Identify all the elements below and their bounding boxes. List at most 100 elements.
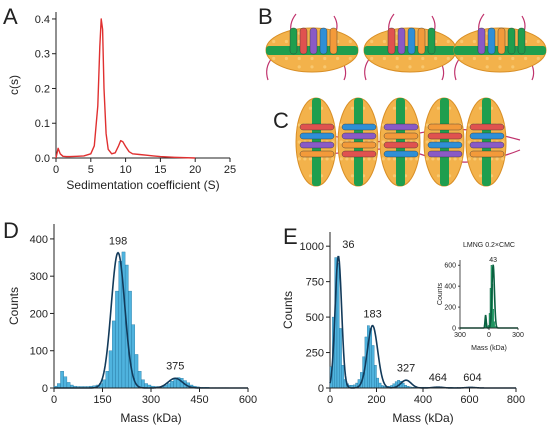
tm-helix <box>497 27 506 55</box>
lipid-head <box>303 157 307 161</box>
y-tick-label: 0.2 <box>35 83 50 95</box>
y-tick-label: 1000 <box>300 241 324 253</box>
lipid-head <box>501 157 505 161</box>
mass-photometry-chart-e: 0 200 400 600 800 0 250 500 750 1000 Mass (kDa) Cou… <box>281 232 525 425</box>
x-tick-label: 300 <box>142 394 160 406</box>
lipid-head <box>431 157 435 161</box>
peptide-tail <box>266 57 273 81</box>
tm-helix <box>299 150 335 158</box>
x-tick-label: 150 <box>93 394 111 406</box>
x-tick-label: 600 <box>239 394 257 406</box>
lipid-head <box>367 157 371 161</box>
tm-helix <box>517 27 526 55</box>
histogram-bar <box>173 378 178 389</box>
tm-helix <box>469 123 505 131</box>
lipid-head <box>524 56 528 61</box>
tm-helix <box>383 141 419 149</box>
lipid-head <box>478 174 482 178</box>
y-axis-title: Counts <box>281 291 295 329</box>
lipid-head <box>408 65 412 69</box>
histogram-bar <box>112 320 116 389</box>
tm-helix <box>319 27 328 55</box>
y-tick-label: 0.3 <box>35 49 50 61</box>
histogram-bar <box>137 371 142 389</box>
tm-helix <box>469 141 505 149</box>
panel-letter-a: A <box>3 4 18 29</box>
panel-letter-c: C <box>273 108 289 133</box>
lipid-head <box>339 140 343 144</box>
histogram-bar <box>378 382 382 389</box>
lipid-head <box>478 106 482 110</box>
peptide-tail <box>364 57 371 81</box>
lipid-head <box>308 157 312 161</box>
tm-helix <box>341 150 377 158</box>
peak-label: 198 <box>109 236 127 248</box>
x-tick-label: 300 <box>454 332 466 339</box>
y-tick-label: 0 <box>452 326 456 333</box>
lipid-head <box>339 157 343 161</box>
y-tick-label: 0.0 <box>35 153 50 165</box>
lipid-head <box>460 39 464 44</box>
lipid-head <box>381 157 385 161</box>
lipid-head <box>478 157 482 161</box>
y-axis-title: c(s) <box>7 75 21 95</box>
histogram-bar <box>341 365 345 389</box>
tm-helix <box>417 27 426 55</box>
x-tick-label: 450 <box>190 394 208 406</box>
lipid-head <box>370 56 374 61</box>
tm-helix <box>477 27 486 55</box>
x-tick-label: 25 <box>224 164 236 176</box>
lipid-head <box>392 157 396 161</box>
lipid-head <box>473 157 477 161</box>
lipid-head <box>436 157 440 161</box>
x-tick-label: 200 <box>367 394 385 406</box>
tm-helix <box>329 27 338 55</box>
peak-label: 604 <box>463 372 481 384</box>
lipid-head <box>272 39 276 44</box>
lipid-head <box>350 157 354 161</box>
lipid-head <box>498 56 502 61</box>
lipid-head <box>395 56 399 61</box>
panel-letter-b: B <box>258 4 273 29</box>
lipid-head <box>348 39 352 44</box>
tm-helix <box>427 27 436 55</box>
peptide-tail <box>454 57 461 81</box>
tm-helix <box>383 132 419 140</box>
peak-label: 464 <box>429 372 447 384</box>
y-tick-label: 750 <box>306 277 324 289</box>
histogram-bar <box>105 371 110 389</box>
lipid-head <box>297 56 301 61</box>
tm-helix <box>383 150 419 158</box>
x-tick-label: 0 <box>51 394 57 406</box>
tm-helix <box>299 123 335 131</box>
lipid-head <box>459 157 463 161</box>
lipid-head <box>348 56 352 61</box>
histogram-bar <box>371 345 375 389</box>
nanodisc-stack-illustration <box>295 97 521 187</box>
lipid-head <box>382 39 386 44</box>
inset-title: LMNG 0.2×CMC <box>463 242 515 249</box>
lipid-head <box>323 56 327 61</box>
lipid-head <box>370 39 374 44</box>
lipid-head <box>284 56 288 61</box>
tm-helix <box>299 132 335 140</box>
tm-helix <box>383 123 419 131</box>
histogram-bar <box>141 379 145 389</box>
lipid-head <box>467 157 471 161</box>
tm-helix <box>299 141 335 149</box>
lipid-head <box>308 106 312 110</box>
lipid-head <box>511 56 515 61</box>
lipid-head <box>453 157 457 161</box>
tm-helix <box>341 132 377 140</box>
lipid-head <box>310 65 314 69</box>
y-tick-label: 0 <box>318 383 324 395</box>
nanodisc-row-illustration <box>265 13 547 81</box>
lipid-head <box>297 157 301 161</box>
lipid-head <box>472 39 476 44</box>
lipid-head <box>382 56 386 61</box>
panel-letter-e: E <box>283 224 298 249</box>
histogram-bar <box>376 377 379 389</box>
x-tick-label: 300 <box>512 332 524 339</box>
x-axis-title: Mass (kDa) <box>392 411 453 425</box>
